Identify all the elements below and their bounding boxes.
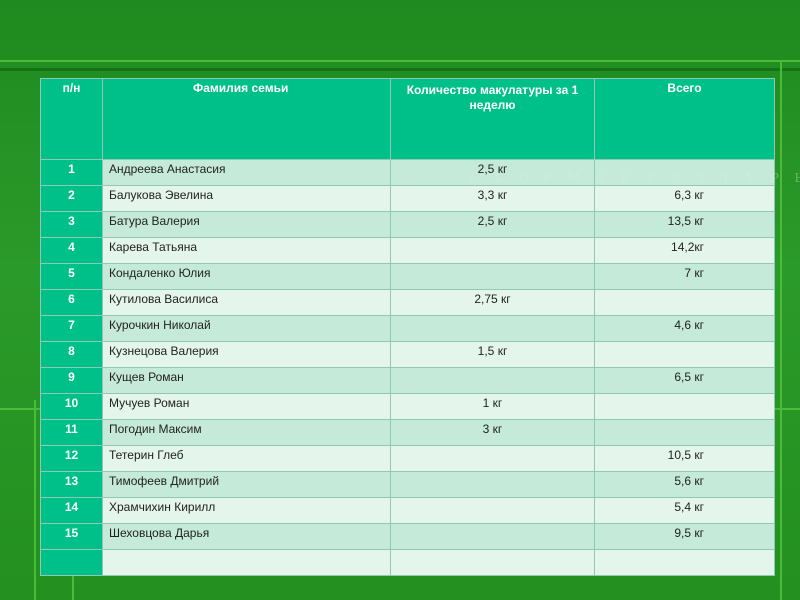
- table-row: 5 Кондаленко Юлия 7 кг: [40, 263, 775, 290]
- row-num: 8: [40, 341, 103, 368]
- row-family-name: Кузнецова Валерия: [102, 341, 391, 368]
- row-num: 1: [40, 159, 103, 186]
- row-family-name: Тетерин Глеб: [102, 445, 391, 472]
- table-row: 10 Мучуев Роман 1 кг: [40, 393, 775, 420]
- header-quantity: Количество макулатуры за 1 неделю: [390, 78, 595, 160]
- row-total: 7 кг: [594, 263, 775, 290]
- row-family-name: Кондаленко Юлия: [102, 263, 391, 290]
- row-quantity: 1,5 кг: [390, 341, 595, 368]
- table-row: 7 Курочкин Николай 4,6 кг: [40, 315, 775, 342]
- collection-table: п/н Фамилия семьи Количество макулатуры …: [40, 78, 775, 576]
- row-num: 10: [40, 393, 103, 420]
- row-quantity: [390, 315, 595, 342]
- row-total: 14,2кг: [594, 237, 775, 264]
- row-family-name: Андреева Анастасия: [102, 159, 391, 186]
- row-family-name: Шеховцова Дарья: [102, 523, 391, 550]
- row-total: 10,5 кг: [594, 445, 775, 472]
- row-total: [594, 393, 775, 420]
- row-family-name: Кутилова Василиса: [102, 289, 391, 316]
- row-family-name: Курочкин Николай: [102, 315, 391, 342]
- row-total: 6,5 кг: [594, 367, 775, 394]
- table-row: 8 Кузнецова Валерия 1,5 кг: [40, 341, 775, 368]
- table-row: 1 Андреева Анастасия 2,5 кг: [40, 159, 775, 186]
- row-quantity: [390, 523, 595, 550]
- row-total: 4,6 кг: [594, 315, 775, 342]
- row-family-name: Батура Валерия: [102, 211, 391, 238]
- row-quantity: 2,5 кг: [390, 159, 595, 186]
- row-family-name: Карева Татьяна: [102, 237, 391, 264]
- row-family-name: Погодин Максим: [102, 419, 391, 446]
- row-quantity: 2,5 кг: [390, 211, 595, 238]
- header-total: Всего: [594, 78, 775, 160]
- row-total: [594, 341, 775, 368]
- table-row: 15 Шеховцова Дарья 9,5 кг: [40, 523, 775, 550]
- ghost-title: С Б О Р М А К У Л А Т У Р Ы: [470, 171, 800, 186]
- row-family-name: Тимофеев Дмитрий: [102, 471, 391, 498]
- row-quantity: 1 кг: [390, 393, 595, 420]
- row-family-name: [102, 549, 391, 576]
- row-quantity: [390, 237, 595, 264]
- decorative-line-top: [0, 60, 800, 62]
- row-num: 4: [40, 237, 103, 264]
- header-row: п/н Фамилия семьи Количество макулатуры …: [40, 78, 775, 160]
- row-num: 2: [40, 185, 103, 212]
- row-total: 6,3 кг: [594, 185, 775, 212]
- row-total: 5,6 кг: [594, 471, 775, 498]
- row-num: [40, 549, 103, 576]
- table-row: 3 Батура Валерия 2,5 кг 13,5 кг: [40, 211, 775, 238]
- row-num: 3: [40, 211, 103, 238]
- row-quantity: [390, 263, 595, 290]
- row-num: 12: [40, 445, 103, 472]
- table-row: 14 Храмчихин Кирилл 5,4 кг: [40, 497, 775, 524]
- header-family: Фамилия семьи: [102, 78, 391, 160]
- row-num: 15: [40, 523, 103, 550]
- row-total: 9,5 кг: [594, 523, 775, 550]
- row-total: [594, 289, 775, 316]
- row-total: [594, 549, 775, 576]
- decorative-shadow-line: [0, 68, 800, 71]
- decorative-line-vertical-left-2: [72, 560, 74, 600]
- row-quantity: 3 кг: [390, 419, 595, 446]
- row-quantity: [390, 471, 595, 498]
- row-quantity: 2,75 кг: [390, 289, 595, 316]
- row-num: 5: [40, 263, 103, 290]
- row-family-name: Мучуев Роман: [102, 393, 391, 420]
- row-quantity: [390, 497, 595, 524]
- row-quantity: [390, 549, 595, 576]
- row-total: [594, 419, 775, 446]
- row-quantity: [390, 367, 595, 394]
- table-row: 4 Карева Татьяна 14,2кг: [40, 237, 775, 264]
- table-body: 1 Андреева Анастасия 2,5 кг 2 Балукова Эвели…: [40, 159, 775, 576]
- row-num: 6: [40, 289, 103, 316]
- table-row: 12 Тетерин Глеб 10,5 кг: [40, 445, 775, 472]
- table-row: 9 Кущев Роман 6,5 кг: [40, 367, 775, 394]
- table-row: 2 Балукова Эвелина 3,3 кг 6,3 кг: [40, 185, 775, 212]
- row-quantity: [390, 445, 595, 472]
- row-family-name: Балукова Эвелина: [102, 185, 391, 212]
- row-num: 7: [40, 315, 103, 342]
- table-row: [40, 549, 775, 576]
- row-num: 13: [40, 471, 103, 498]
- row-family-name: Кущев Роман: [102, 367, 391, 394]
- decorative-line-vertical-left: [34, 400, 36, 600]
- row-num: 14: [40, 497, 103, 524]
- table-row: 6 Кутилова Василиса 2,75 кг: [40, 289, 775, 316]
- table-row: 13 Тимофеев Дмитрий 5,6 кг: [40, 471, 775, 498]
- row-num: 9: [40, 367, 103, 394]
- table-row: 11 Погодин Максим 3 кг: [40, 419, 775, 446]
- row-num: 11: [40, 419, 103, 446]
- row-total: 13,5 кг: [594, 211, 775, 238]
- row-total: 5,4 кг: [594, 497, 775, 524]
- row-quantity: 3,3 кг: [390, 185, 595, 212]
- row-family-name: Храмчихин Кирилл: [102, 497, 391, 524]
- header-num: п/н: [40, 78, 103, 160]
- decorative-line-vertical-right: [780, 60, 782, 600]
